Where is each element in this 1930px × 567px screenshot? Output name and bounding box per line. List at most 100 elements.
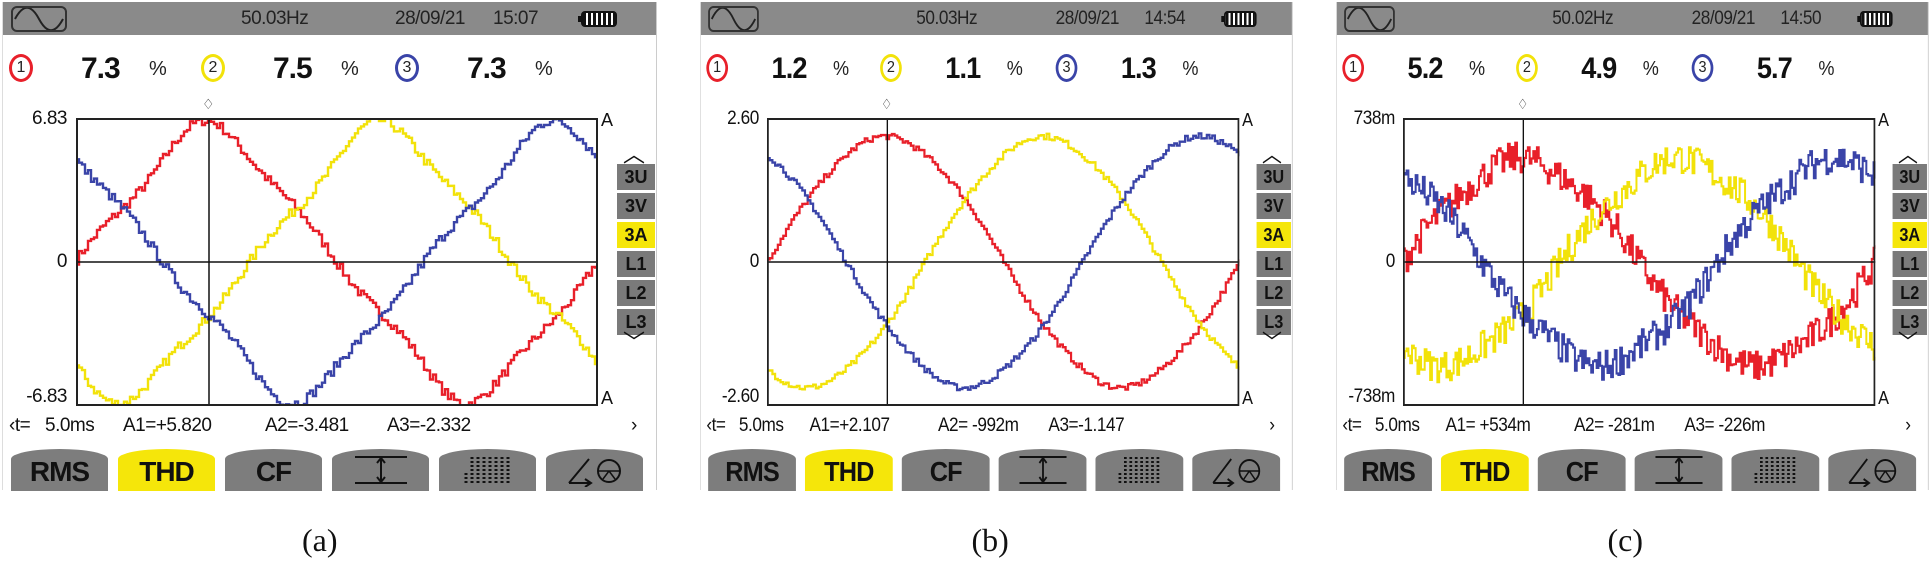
phasor-diagram-icon [1845,453,1899,501]
unit-label-top: A [1242,110,1253,130]
display-mode-list: 3U 3V 3A L1 L2 L3 [617,164,655,338]
button-label: CF [255,456,292,487]
mode-button-l2[interactable]: L2 [1256,280,1291,306]
cursor-marker-icon[interactable]: ♢ [881,96,893,112]
rms-button[interactable]: RMS [1344,449,1432,491]
time: 14:50 [1780,8,1822,29]
button-label: RMS [1361,456,1416,487]
mode-button-l1[interactable]: L1 [1892,251,1927,277]
mode-button-3u[interactable]: 3U [1256,164,1291,190]
cf-button[interactable]: CF [1537,449,1626,491]
mode-button-3u[interactable]: 3U [1892,164,1927,190]
sine-wave-icon[interactable] [11,6,67,32]
scroll-up-icon[interactable]: ︿ [623,142,646,167]
mode-button-3a[interactable]: 3A [617,222,655,248]
harmonics-bars-button[interactable] [1095,449,1184,491]
battery-full-icon [1857,11,1893,27]
y-max-label: 6.83 [32,108,67,129]
mode-button-3v[interactable]: 3V [1256,193,1291,219]
phase-1-reading: A1=+2.107 [809,415,891,436]
cursor-time: 5.0ms [738,415,784,436]
cursor-marker-icon[interactable]: ♢ [1517,96,1529,112]
phase-3-thd: 7.3 [467,52,507,85]
mode-button-l2[interactable]: L2 [1892,280,1927,306]
cursor-marker-icon[interactable]: ♢ [202,96,215,112]
display-mode-list: 3U 3V 3A L1 L2 L3 [1892,164,1927,338]
cf-button[interactable]: CF [901,449,990,491]
mode-button-3v[interactable]: 3V [1892,193,1927,219]
date: 28/09/21 [395,8,465,29]
cursor-left-button[interactable]: ‹t= [706,415,726,436]
harmonics-bars-icon [1748,453,1802,501]
phase-1-reading: A1= +534m [1445,415,1531,436]
sine-wave-icon[interactable] [1344,6,1395,32]
plot-frame [76,118,598,406]
panel-caption: (c) [1607,522,1644,558]
analyzer-screen-b: 50.03Hz 28/09/21 14:54 1 1.2% 2 1.1% 3 1.3% ♢ 2.60… [700,2,1293,491]
analyzer-screen-c: 50.02Hz 28/09/21 14:50 1 5.2% 2 4.9% 3 5.7% ♢ 738m… [1336,2,1929,491]
phasor-diagram-button[interactable] [1828,449,1917,491]
phase-1-thd: 1.2 [771,52,807,85]
mode-button-l3[interactable]: L3 [1892,309,1927,335]
percent-unit: % [1818,58,1835,80]
phase-2-reading: A2= -992m [938,415,1019,436]
thd-button[interactable]: THD [1440,449,1529,491]
cursor-left-button[interactable]: ‹t= [9,415,31,436]
cursor-right-button[interactable]: › [1269,415,1275,436]
mode-button-3a[interactable]: 3A [1256,222,1291,248]
mode-button-l1[interactable]: L1 [1256,251,1291,277]
scroll-up-icon[interactable]: ︿ [1262,142,1282,167]
cursor-measure-button[interactable] [332,449,429,491]
mode-button-l1[interactable]: L1 [617,251,655,277]
thd-button[interactable]: THD [118,449,215,491]
phase-3-thd: 5.7 [1756,52,1793,85]
mode-button-l3[interactable]: L3 [617,309,655,335]
rms-button[interactable]: RMS [708,449,796,491]
phasor-diagram-button[interactable] [546,449,643,491]
cursor-measure-icon [351,453,411,501]
phase-3-waveform [766,132,1240,392]
mode-button-3v[interactable]: 3V [617,193,655,219]
y-zero-label: 0 [56,251,68,272]
cursor-right-button[interactable]: › [631,415,637,436]
scroll-up-icon[interactable]: ︿ [1898,142,1918,167]
cursor-measure-button[interactable] [998,449,1087,491]
battery-full-icon [1221,11,1257,27]
status-bar: 50.03Hz 28/09/21 15:07 [3,2,656,35]
percent-unit: % [1642,58,1659,80]
scroll-down-icon[interactable]: ﹀ [1898,330,1918,355]
rms-button[interactable]: RMS [11,449,108,491]
harmonics-bars-icon [1112,453,1166,501]
scroll-down-icon[interactable]: ﹀ [1262,330,1282,355]
phase-3-reading: A3= -226m [1684,415,1765,436]
mode-button-l2[interactable]: L2 [617,280,655,306]
y-min-label: -2.60 [721,386,759,407]
phase-2-marker: 2 [880,54,902,82]
percent-unit: % [833,58,850,80]
scroll-down-icon[interactable]: ﹀ [623,330,646,355]
button-label: THD [1460,456,1510,487]
frequency: 50.03Hz [241,8,309,29]
y-zero-label: 0 [749,251,760,272]
phase-2-reading: A2= -281m [1574,415,1655,436]
phase-2-thd: 4.9 [1581,52,1617,85]
cursor-time: 5.0ms [1374,415,1420,436]
cursor-right-button[interactable]: › [1905,415,1911,436]
phasor-diagram-button[interactable] [1192,449,1281,491]
mode-button-3u[interactable]: 3U [617,164,655,190]
cf-button[interactable]: CF [225,449,322,491]
percent-unit: % [535,58,553,80]
cursor-measure-button[interactable] [1634,449,1723,491]
status-bar: 50.03Hz 28/09/21 14:54 [700,2,1292,35]
sine-wave-icon[interactable] [708,6,759,32]
y-max-label: 738m [1353,108,1396,129]
harmonics-bars-button[interactable] [1731,449,1820,491]
phase-1-thd: 5.2 [1407,52,1443,85]
thd-button[interactable]: THD [804,449,893,491]
mode-button-l3[interactable]: L3 [1256,309,1291,335]
phase-2-marker: 2 [201,54,225,82]
cursor-left-button[interactable]: ‹t= [1342,415,1362,436]
harmonics-bars-button[interactable] [439,449,536,491]
mode-button-3a[interactable]: 3A [1892,222,1927,248]
plot-frame [1402,118,1876,406]
